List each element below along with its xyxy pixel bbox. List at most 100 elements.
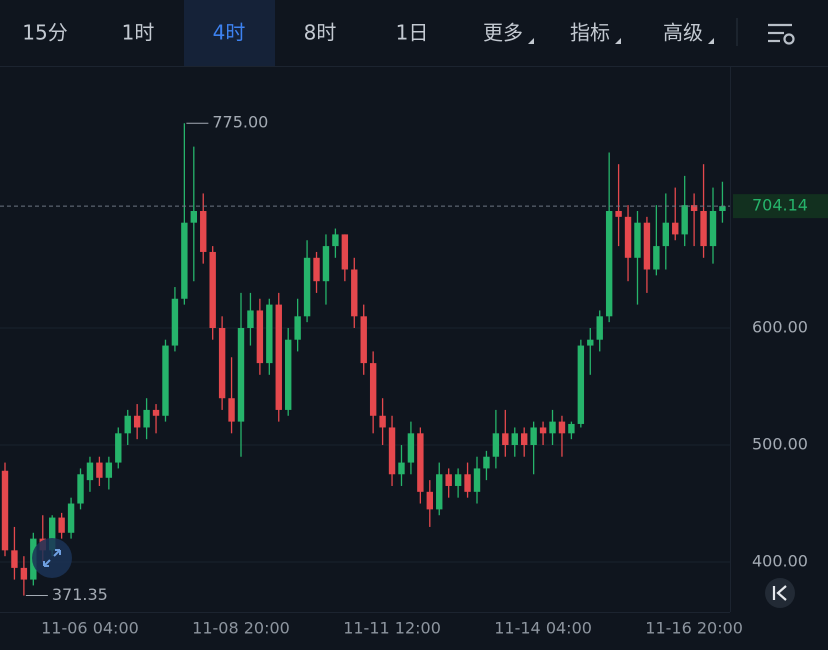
candle-body	[719, 206, 726, 211]
tab-label[interactable]: 更多	[483, 21, 523, 45]
candle-body	[643, 222, 651, 270]
candle-body	[653, 246, 660, 270]
candle-body	[615, 210, 622, 217]
candle-body	[681, 205, 688, 235]
last-price-label: 704.14	[752, 196, 808, 215]
candle-body	[577, 345, 585, 424]
settings-icon[interactable]	[768, 23, 795, 45]
active-tab-bg	[184, 0, 275, 66]
candle-body	[96, 462, 103, 478]
candle-body	[86, 462, 94, 481]
toolbar: 15分 1时 4时 8时 1日 更多 指标 高级	[22, 0, 714, 66]
candle-body	[436, 474, 443, 510]
x-tick-label: 11-11 12:00	[343, 619, 441, 638]
tab-label[interactable]: 4时	[213, 21, 246, 45]
candle-body	[379, 415, 386, 428]
candle-body	[464, 474, 471, 492]
candle-body	[596, 316, 603, 340]
candle-body	[398, 462, 405, 475]
candle-body	[11, 550, 18, 568]
candle-body	[351, 269, 358, 317]
candle-body	[322, 246, 330, 282]
tab-label[interactable]: 1日	[396, 21, 429, 45]
y-tick-label: 400.00	[752, 552, 808, 571]
candle-body	[605, 210, 613, 317]
candle-body	[709, 210, 717, 247]
x-tick-label: 11-06 04:00	[41, 619, 139, 638]
tab-label[interactable]: 1时	[122, 21, 155, 45]
x-tick-label: 11-16 20:00	[645, 619, 743, 638]
x-tick-label: 11-08 20:00	[192, 619, 290, 638]
candle-body	[662, 222, 669, 247]
candle-body	[1, 470, 9, 551]
candle-body	[445, 474, 452, 486]
candle-body	[58, 517, 65, 533]
candle-body	[49, 517, 56, 551]
candle-body	[700, 210, 707, 247]
candle-body	[209, 251, 216, 329]
candle-body	[313, 257, 320, 282]
candle-body	[133, 415, 141, 428]
candle-body	[454, 474, 462, 486]
candle-body	[530, 427, 537, 446]
candle-body	[360, 316, 367, 364]
expand-button[interactable]	[32, 538, 72, 578]
candle-body	[294, 316, 301, 340]
candle-body	[190, 210, 197, 223]
tab-label[interactable]: 8时	[304, 21, 337, 45]
tab-label[interactable]: 15分	[22, 21, 67, 45]
candle-body	[77, 474, 84, 504]
candle-body	[568, 423, 575, 434]
candle-body	[426, 491, 433, 510]
candle-body	[341, 234, 349, 270]
candle-body	[171, 298, 179, 346]
candle-body	[218, 328, 226, 399]
candle-body	[20, 567, 28, 580]
candle-body	[634, 222, 641, 258]
candle-body	[492, 433, 500, 457]
candle-body	[152, 409, 160, 416]
candle-body	[407, 433, 415, 463]
candle-body	[539, 427, 547, 434]
candle-body	[388, 427, 396, 475]
candle-body	[228, 398, 235, 422]
candle-body	[181, 222, 188, 299]
candle-body	[115, 433, 122, 463]
plot-area: 400.00 500.00 600.00 11-06 04:00 11-08 20:00…	[0, 113, 828, 638]
candle-body	[417, 433, 424, 492]
candle-body	[105, 462, 113, 478]
candle-body	[67, 503, 75, 533]
candle-body	[162, 345, 169, 416]
dropdown-caret	[528, 38, 534, 44]
candle-body	[549, 421, 556, 434]
last-price-tag	[733, 194, 828, 219]
candle-body	[483, 456, 490, 469]
x-tick-label: 11-14 04:00	[494, 619, 592, 638]
candle-body	[521, 433, 528, 446]
candle-body	[624, 216, 632, 258]
y-tick-label: 600.00	[752, 318, 808, 337]
candle-body	[266, 304, 273, 364]
candle-body	[143, 409, 150, 428]
candle-body	[473, 468, 481, 492]
candle-body	[369, 363, 377, 416]
y-tick-label: 500.00	[752, 435, 808, 454]
candle-body	[511, 433, 518, 446]
candle-body	[247, 310, 254, 329]
candle-body	[587, 339, 594, 346]
scroll-to-latest-button[interactable]	[765, 578, 795, 608]
tab-label[interactable]: 高级	[663, 21, 703, 45]
candle-body	[124, 415, 131, 434]
candle-body	[237, 328, 245, 422]
candle-body	[275, 304, 282, 410]
candle-body	[332, 234, 339, 247]
tab-label[interactable]: 指标	[570, 21, 610, 45]
candle-body	[558, 421, 566, 434]
candle-body	[690, 205, 698, 211]
dropdown-caret	[615, 38, 621, 44]
candle-body	[285, 339, 292, 410]
dropdown-caret	[708, 38, 714, 44]
